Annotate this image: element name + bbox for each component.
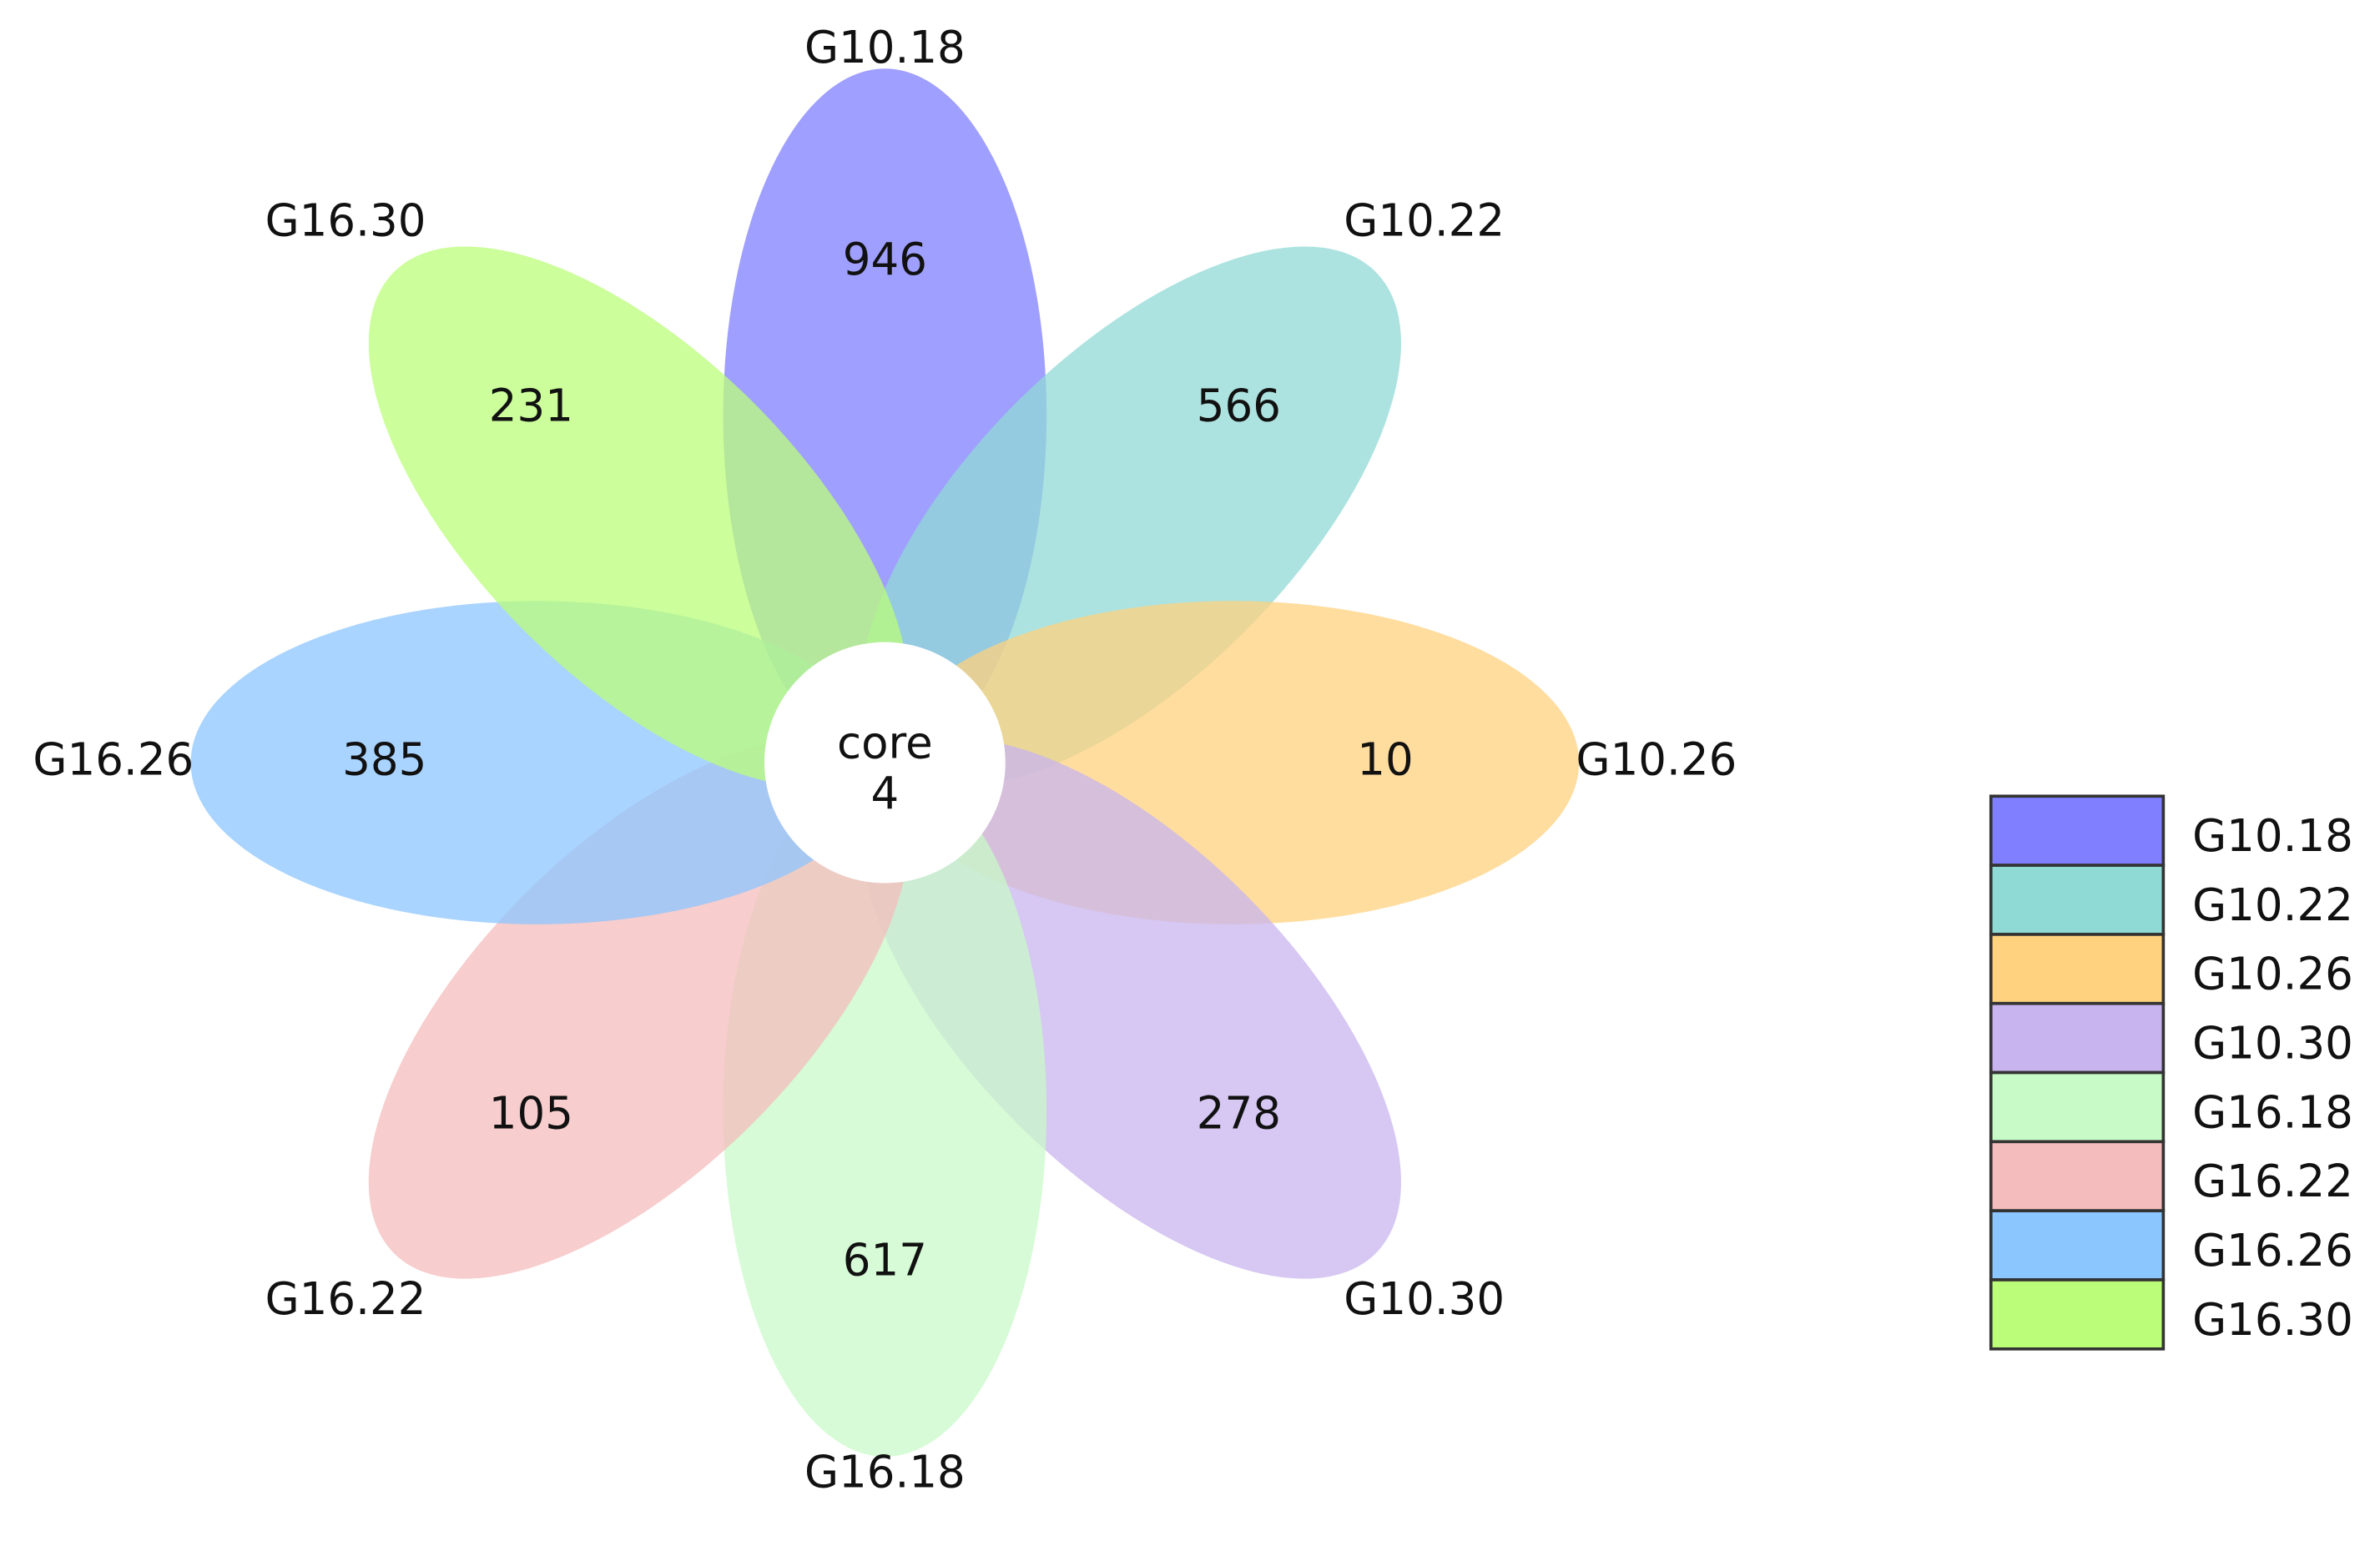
legend-label: G16.30 xyxy=(2192,1294,2353,1346)
petal-value: 566 xyxy=(1197,380,1281,432)
petal-value: 105 xyxy=(489,1088,573,1140)
legend-label: G10.26 xyxy=(2192,949,2353,1000)
petal-value: 946 xyxy=(843,234,927,285)
petals xyxy=(190,68,1580,1457)
labels: 946 G10.18 566 G10.22 10 G10.26 278 G10.30 617 G1… xyxy=(33,22,1737,1498)
petal-name: G16.30 xyxy=(265,194,426,246)
petal-value: 10 xyxy=(1357,734,1413,786)
core-value: 4 xyxy=(871,768,900,819)
petal-name: G16.22 xyxy=(265,1273,426,1325)
legend-swatch xyxy=(1989,864,2166,936)
petal-name: G16.18 xyxy=(804,1446,966,1498)
petal-value: 385 xyxy=(342,734,426,786)
legend-label: G16.26 xyxy=(2192,1225,2353,1277)
legend: G10.18 G10.22 G10.26 G10.30 G16.18 G16.22 G16.… xyxy=(1989,794,2353,1351)
legend-swatch xyxy=(1989,794,2166,867)
petal-value: 278 xyxy=(1197,1088,1281,1140)
petal-name: G10.30 xyxy=(1344,1273,1505,1325)
legend-label: G16.22 xyxy=(2192,1156,2353,1207)
petal-value: 617 xyxy=(843,1234,927,1286)
legend-swatch xyxy=(1989,1140,2166,1213)
petal-name: G16.26 xyxy=(33,734,194,786)
legend-swatch xyxy=(1989,1001,2166,1075)
petal-name: G10.22 xyxy=(1344,194,1505,246)
core-circle xyxy=(764,642,1006,884)
legend-swatch xyxy=(1989,1278,2166,1351)
legend-swatch xyxy=(1989,1209,2166,1282)
petal-name: G10.18 xyxy=(804,22,966,73)
core-label: core xyxy=(837,718,933,769)
legend-label: G16.18 xyxy=(2192,1086,2353,1138)
legend-swatch xyxy=(1989,1070,2166,1144)
petal xyxy=(368,246,910,788)
legend-label: G10.22 xyxy=(2192,879,2353,931)
legend-label: G10.18 xyxy=(2192,810,2353,862)
legend-swatch xyxy=(1989,933,2166,1005)
petal-name: G10.26 xyxy=(1576,734,1737,786)
legend-label: G10.30 xyxy=(2192,1018,2353,1070)
petal-value: 231 xyxy=(489,380,573,432)
